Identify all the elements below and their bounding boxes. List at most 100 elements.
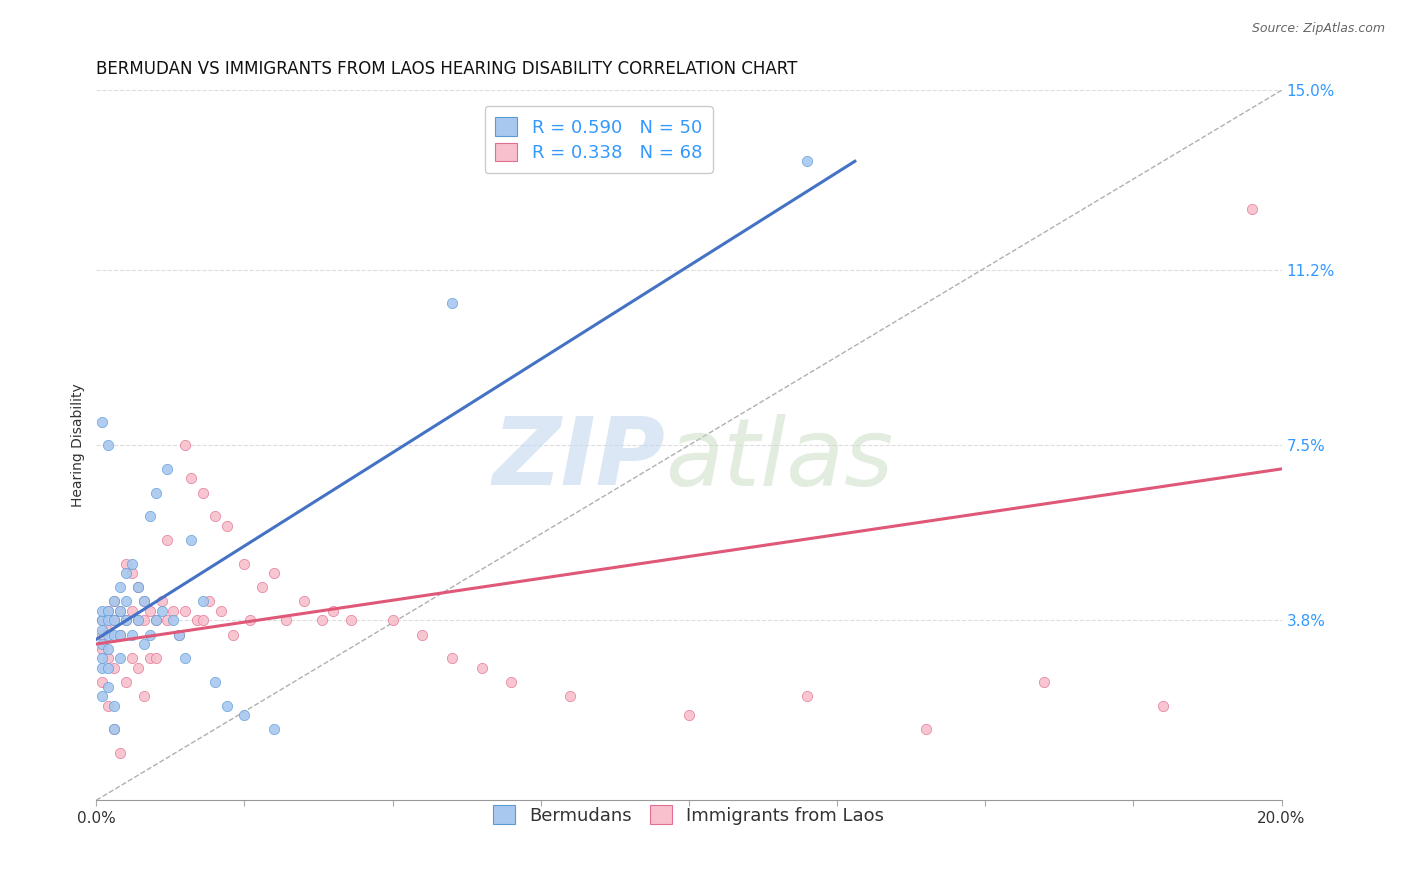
Point xyxy=(169,627,191,641)
Point xyxy=(108,746,131,760)
Point xyxy=(121,627,143,641)
Point xyxy=(381,613,404,627)
Point xyxy=(97,651,120,665)
Point xyxy=(103,594,125,608)
Point xyxy=(263,566,285,580)
Point xyxy=(440,296,463,310)
Point xyxy=(103,627,125,641)
Point xyxy=(108,651,131,665)
Point xyxy=(138,604,160,618)
Point xyxy=(97,680,120,694)
Point xyxy=(91,689,114,703)
Point xyxy=(121,566,143,580)
Point xyxy=(127,661,149,675)
Point xyxy=(103,613,125,627)
Point xyxy=(127,580,149,594)
Point xyxy=(186,613,208,627)
Point xyxy=(115,613,138,627)
Point xyxy=(108,627,131,641)
Point xyxy=(440,651,463,665)
Point xyxy=(209,604,232,618)
Point xyxy=(91,637,114,651)
Legend: Bermudans, Immigrants from Laos: Bermudans, Immigrants from Laos xyxy=(485,797,893,834)
Point xyxy=(121,651,143,665)
Point xyxy=(138,627,160,641)
Point xyxy=(204,674,226,689)
Text: ZIP: ZIP xyxy=(492,413,665,506)
Point xyxy=(132,594,155,608)
Point xyxy=(103,661,125,675)
Point xyxy=(91,415,114,429)
Point xyxy=(252,580,274,594)
Point xyxy=(470,661,492,675)
Point xyxy=(191,485,214,500)
Point xyxy=(311,613,333,627)
Point xyxy=(115,613,138,627)
Point xyxy=(138,509,160,524)
Point xyxy=(91,651,114,665)
Point xyxy=(180,471,202,485)
Point xyxy=(233,557,256,571)
Point xyxy=(121,557,143,571)
Point xyxy=(156,613,179,627)
Point xyxy=(91,613,114,627)
Point xyxy=(239,613,262,627)
Point xyxy=(411,627,433,641)
Point xyxy=(174,604,197,618)
Y-axis label: Hearing Disability: Hearing Disability xyxy=(72,384,86,508)
Point xyxy=(97,623,120,637)
Point xyxy=(97,438,120,452)
Point xyxy=(91,604,114,618)
Point xyxy=(1152,698,1174,713)
Point xyxy=(174,651,197,665)
Point xyxy=(91,674,114,689)
Point xyxy=(91,623,114,637)
Point xyxy=(115,566,138,580)
Point xyxy=(132,594,155,608)
Point xyxy=(274,613,297,627)
Point xyxy=(132,689,155,703)
Point xyxy=(145,613,167,627)
Point xyxy=(156,462,179,476)
Point xyxy=(204,509,226,524)
Point xyxy=(221,627,243,641)
Point xyxy=(97,627,120,641)
Point xyxy=(127,613,149,627)
Point xyxy=(132,637,155,651)
Point xyxy=(180,533,202,547)
Point xyxy=(91,661,114,675)
Point xyxy=(156,533,179,547)
Point xyxy=(145,485,167,500)
Point xyxy=(560,689,582,703)
Point xyxy=(1240,202,1263,216)
Point xyxy=(191,594,214,608)
Point xyxy=(97,641,120,656)
Point xyxy=(115,557,138,571)
Point xyxy=(115,594,138,608)
Point xyxy=(915,723,938,737)
Text: BERMUDAN VS IMMIGRANTS FROM LAOS HEARING DISABILITY CORRELATION CHART: BERMUDAN VS IMMIGRANTS FROM LAOS HEARING… xyxy=(97,60,797,78)
Point xyxy=(108,604,131,618)
Point xyxy=(103,613,125,627)
Point xyxy=(145,651,167,665)
Point xyxy=(1033,674,1056,689)
Point xyxy=(108,627,131,641)
Point xyxy=(103,723,125,737)
Point xyxy=(162,613,184,627)
Point xyxy=(138,651,160,665)
Point xyxy=(103,698,125,713)
Point xyxy=(91,613,114,627)
Point xyxy=(97,661,120,675)
Point xyxy=(162,604,184,618)
Point xyxy=(150,594,173,608)
Point xyxy=(97,698,120,713)
Point xyxy=(132,613,155,627)
Point xyxy=(215,518,238,533)
Point xyxy=(340,613,363,627)
Point xyxy=(678,708,700,723)
Point xyxy=(501,674,523,689)
Point xyxy=(127,613,149,627)
Point xyxy=(145,613,167,627)
Point xyxy=(796,154,818,169)
Text: Source: ZipAtlas.com: Source: ZipAtlas.com xyxy=(1251,22,1385,36)
